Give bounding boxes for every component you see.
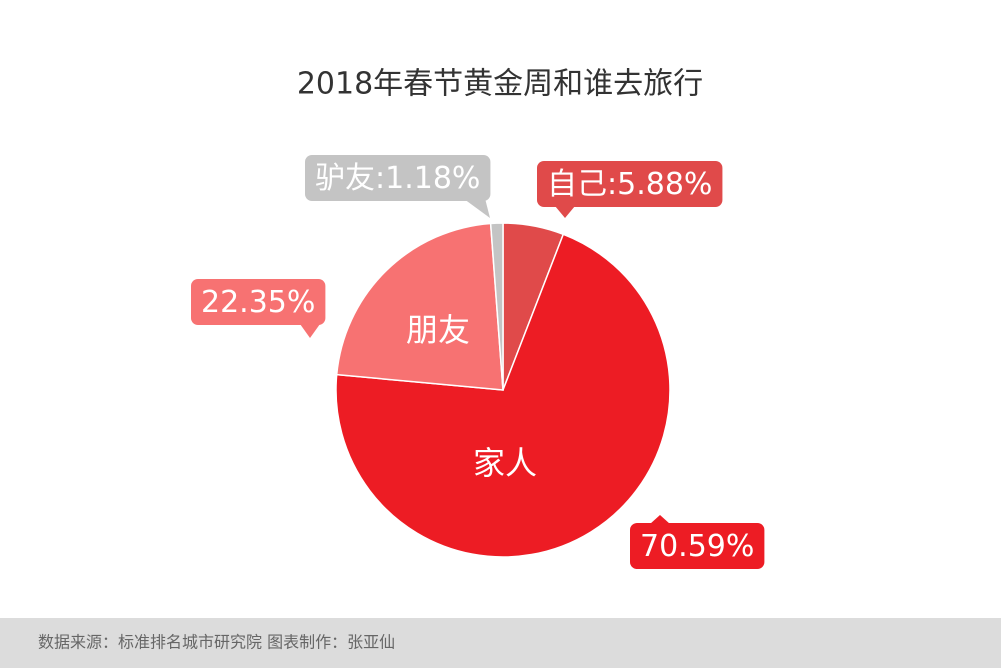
- data-label: 70.59%: [630, 515, 765, 569]
- data-label: 自己:5.88%: [537, 161, 723, 218]
- data-label: 22.35%: [191, 279, 326, 338]
- footer-bar: [0, 618, 1001, 668]
- category-label: 家人: [473, 444, 537, 482]
- category-label: 朋友: [406, 311, 470, 349]
- label-box: [630, 523, 765, 569]
- pie-slice: [335, 233, 671, 558]
- category-label: 自己: [547, 167, 607, 202]
- label-box: [305, 155, 491, 201]
- data-label-text: 驴友:1.18%: [315, 161, 480, 196]
- source: 数据来源：标准排名城市研究院 图表制作：张亚仙: [38, 633, 395, 652]
- pie: [335, 222, 671, 558]
- pie-slice: [335, 222, 504, 391]
- labels: 自己:5.88% 70.59% 家人 22.35% 朋友 驴友:1.18%: [191, 155, 765, 569]
- label-box: [191, 279, 326, 325]
- pie-slice: [489, 222, 504, 391]
- label-pointer: [555, 206, 575, 218]
- category-label: 驴友: [315, 161, 375, 196]
- label-pointer: [300, 324, 320, 338]
- data-label-text: 22.35%: [201, 285, 315, 320]
- data-label: 驴友:1.18%: [305, 155, 491, 218]
- data-label-text: 自己:5.88%: [547, 167, 712, 202]
- label-box: [537, 161, 723, 207]
- value-label: 22.35%: [201, 285, 315, 320]
- data-label-text: 70.59%: [640, 529, 754, 564]
- label-pointer: [650, 515, 670, 524]
- label-pointer: [465, 200, 490, 218]
- chart-title: 2018年春节黄金周和谁去旅行: [297, 67, 703, 102]
- value-label: :5.88%: [607, 167, 712, 202]
- value-label: :1.18%: [375, 161, 480, 196]
- value-label: 70.59%: [640, 529, 754, 564]
